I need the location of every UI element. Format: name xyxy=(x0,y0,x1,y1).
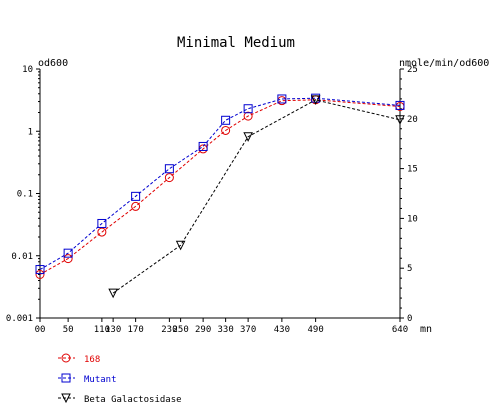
right-tick-label: 5 xyxy=(407,264,412,274)
data-point xyxy=(35,265,45,275)
right-axis-label: nmole/min/od600 xyxy=(399,58,489,69)
left-tick-label: 0.01 xyxy=(11,252,33,262)
legend-label: Mutant xyxy=(84,375,117,385)
legend: 168 Mutant Beta Galactosidase xyxy=(58,353,182,405)
data-point xyxy=(243,132,253,142)
data-point xyxy=(35,269,45,279)
x-tick-label: 130 xyxy=(105,325,121,335)
data-point xyxy=(198,141,208,151)
x-tick-label: 290 xyxy=(195,325,211,335)
x-tick-label: 00 xyxy=(35,325,46,335)
legend-label: 168 xyxy=(84,355,100,365)
x-tick-label: 330 xyxy=(217,325,233,335)
right-tick-label: 15 xyxy=(407,165,418,175)
x-tick-label: 490 xyxy=(307,325,323,335)
legend-item: Mutant xyxy=(58,373,117,385)
series-line xyxy=(39,99,401,275)
right-tick-label: 20 xyxy=(407,115,418,125)
series-1 xyxy=(35,93,405,275)
data-point xyxy=(243,111,253,121)
data-point xyxy=(164,173,174,183)
left-tick-label: 0.1 xyxy=(17,190,33,200)
data-point xyxy=(131,201,141,211)
left-tick-label: 0.001 xyxy=(6,314,33,324)
data-point xyxy=(175,240,186,251)
x-axis-unit-label: mn xyxy=(420,324,432,335)
legend-marker xyxy=(61,353,71,363)
series-line xyxy=(39,97,401,271)
data-point xyxy=(221,115,231,125)
data-point xyxy=(395,100,405,110)
x-tick-label: 430 xyxy=(274,325,290,335)
series-layer xyxy=(35,93,405,299)
series-0 xyxy=(35,95,405,279)
data-point xyxy=(221,125,231,135)
data-point xyxy=(311,93,321,103)
right-tick-label: 25 xyxy=(407,65,418,75)
data-point xyxy=(97,218,107,228)
x-tick-label: 230 xyxy=(161,325,177,335)
legend-item: 168 xyxy=(58,353,100,365)
data-point xyxy=(243,104,253,114)
data-point xyxy=(63,254,73,264)
right-tick-label: 10 xyxy=(407,214,418,224)
x-tick-label: 50 xyxy=(63,325,74,335)
x-tick-label: 110 xyxy=(94,325,110,335)
data-point xyxy=(131,191,141,201)
data-point xyxy=(164,164,174,174)
x-tick-label: 170 xyxy=(127,325,143,335)
x-tick-label: 370 xyxy=(240,325,256,335)
x-tick-label: 250 xyxy=(172,325,188,335)
legend-label: Beta Galactosidase xyxy=(84,395,182,405)
data-point xyxy=(63,248,73,258)
left-tick-label: 10 xyxy=(22,65,33,75)
data-point xyxy=(395,115,405,125)
legend-marker xyxy=(61,373,71,383)
left-tick-label: 1 xyxy=(28,127,33,137)
data-point xyxy=(108,288,118,299)
right-tick-label: 0 xyxy=(407,314,412,324)
data-point xyxy=(310,95,321,105)
x-tick-label: 640 xyxy=(392,325,408,335)
left-axis-label: od600 xyxy=(38,58,68,69)
data-point xyxy=(97,227,107,237)
series-line xyxy=(112,99,401,294)
legend-item: Beta Galactosidase xyxy=(58,393,182,405)
chart-title: Minimal Medium xyxy=(177,35,295,51)
legend-marker xyxy=(61,393,71,404)
series-2 xyxy=(108,95,405,299)
data-point xyxy=(277,94,287,104)
